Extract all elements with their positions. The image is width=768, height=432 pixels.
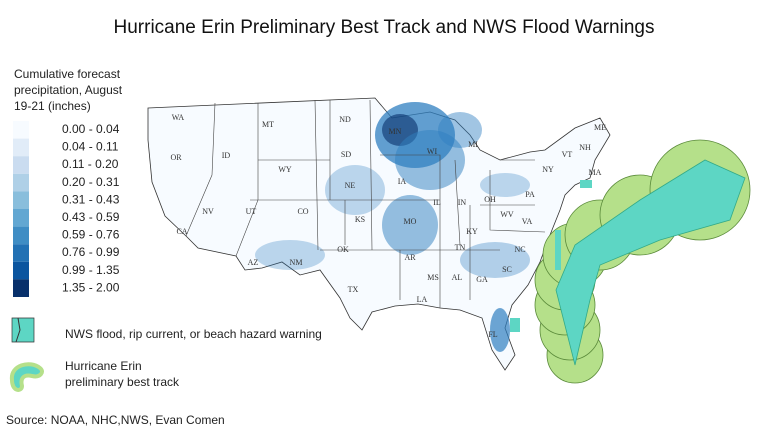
legend-label: 0.04 - 0.11 xyxy=(62,140,119,154)
precip-area xyxy=(480,173,530,197)
precip-area xyxy=(395,130,465,190)
legend-swatch xyxy=(13,121,29,139)
precip-area xyxy=(255,240,325,270)
legend-label: 0.76 - 0.99 xyxy=(62,245,120,259)
state-label: ME xyxy=(594,123,606,132)
legend-swatch xyxy=(13,173,29,192)
state-label: IL xyxy=(433,198,441,207)
state-label: MS xyxy=(427,273,439,282)
legend-item: Hurricane Erin xyxy=(65,359,142,373)
legend-swatch xyxy=(13,138,29,157)
state-label: AZ xyxy=(248,258,259,267)
legend-label: 0.99 - 1.35 xyxy=(62,263,120,277)
state-label: TN xyxy=(455,243,466,252)
title: Hurricane Erin Preliminary Best Track an… xyxy=(114,17,655,38)
state-label: WI xyxy=(427,147,438,156)
state-label: UT xyxy=(246,207,257,216)
state-label: CO xyxy=(297,207,308,216)
state-label: VA xyxy=(522,217,533,226)
state-label: AR xyxy=(404,253,416,262)
state-label: OR xyxy=(170,153,182,162)
legend-label: 0.00 - 0.04 xyxy=(62,122,120,136)
state-label: OH xyxy=(484,195,496,204)
state-label: NM xyxy=(290,258,303,267)
warning-icon xyxy=(11,317,35,343)
precipitation xyxy=(255,102,530,352)
state-label: MO xyxy=(404,217,417,226)
legend-items: NWS flood, rip current, or beach hazard … xyxy=(9,317,322,392)
legend-swatch xyxy=(13,156,29,174)
state-label: NE xyxy=(345,181,356,190)
state-label: CA xyxy=(176,227,187,236)
legend-swatch xyxy=(13,226,29,245)
state-label: NV xyxy=(202,207,214,216)
legend: Cumulative forecast precipitation, Augus… xyxy=(13,67,123,297)
legend-title: 19-21 (inches) xyxy=(14,99,91,113)
state-label: VT xyxy=(562,150,573,159)
legend-swatch xyxy=(13,261,29,280)
state-label: ID xyxy=(222,151,231,160)
state-label: WA xyxy=(172,113,185,122)
nws-warnings xyxy=(510,180,592,332)
state-label: WY xyxy=(278,165,292,174)
legend-swatch xyxy=(13,191,29,209)
state-label: LA xyxy=(417,295,428,304)
state-label: SD xyxy=(341,150,351,159)
us-outline xyxy=(147,97,611,371)
state-label: NH xyxy=(579,143,591,152)
state-label: MA xyxy=(589,168,602,177)
precip-area xyxy=(382,195,438,255)
legend-item: NWS flood, rip current, or beach hazard … xyxy=(65,327,322,341)
precip-area xyxy=(490,308,510,352)
state-label: KS xyxy=(355,215,365,224)
warning-icon xyxy=(15,317,21,343)
legend-title: precipitation, August xyxy=(14,83,123,97)
state-label: NC xyxy=(514,245,525,254)
legend-label: 1.35 - 2.00 xyxy=(62,280,120,294)
state-label: IN xyxy=(458,198,467,207)
state-label: MI xyxy=(468,140,478,149)
state-labels: WA MT ND MN WI MI OR ID SD WY NE IA IL I… xyxy=(170,113,606,339)
legend-label: 0.11 - 0.20 xyxy=(62,157,119,171)
state-label: WV xyxy=(500,210,514,219)
precip-area xyxy=(438,112,482,148)
state-label: PA xyxy=(525,190,535,199)
state-label: IA xyxy=(398,177,407,186)
map: WA MT ND MN WI MI OR ID SD WY NE IA IL I… xyxy=(147,97,751,384)
state-label: MT xyxy=(262,120,274,129)
legend-label: 0.20 - 0.31 xyxy=(62,175,120,189)
state-label: ND xyxy=(339,115,351,124)
track-icon xyxy=(9,362,44,392)
legend-swatch xyxy=(13,279,29,297)
state-label: OK xyxy=(337,245,349,254)
state-label: NY xyxy=(542,165,554,174)
legend-label: 0.59 - 0.76 xyxy=(62,228,120,242)
legend-title: Cumulative forecast xyxy=(14,67,121,81)
legend-swatch xyxy=(13,209,29,227)
state-label: GA xyxy=(476,275,488,284)
state-label: AL xyxy=(452,273,463,282)
legend-label: 0.31 - 0.43 xyxy=(62,192,120,206)
state-label: FL xyxy=(488,330,497,339)
state-label: TX xyxy=(348,285,359,294)
hurricane-track xyxy=(534,139,751,384)
legend-item: preliminary best track xyxy=(65,375,180,389)
legend-swatch xyxy=(13,244,29,262)
state-label: MN xyxy=(389,127,402,136)
source: Source: NOAA, NHC,NWS, Evan Comen xyxy=(6,413,225,427)
precip-area xyxy=(325,165,385,215)
legend-label: 0.43 - 0.59 xyxy=(62,210,120,224)
state-label: SC xyxy=(502,265,512,274)
precip-area xyxy=(460,242,530,278)
state-label: KY xyxy=(466,227,478,236)
state-borders xyxy=(185,99,546,308)
